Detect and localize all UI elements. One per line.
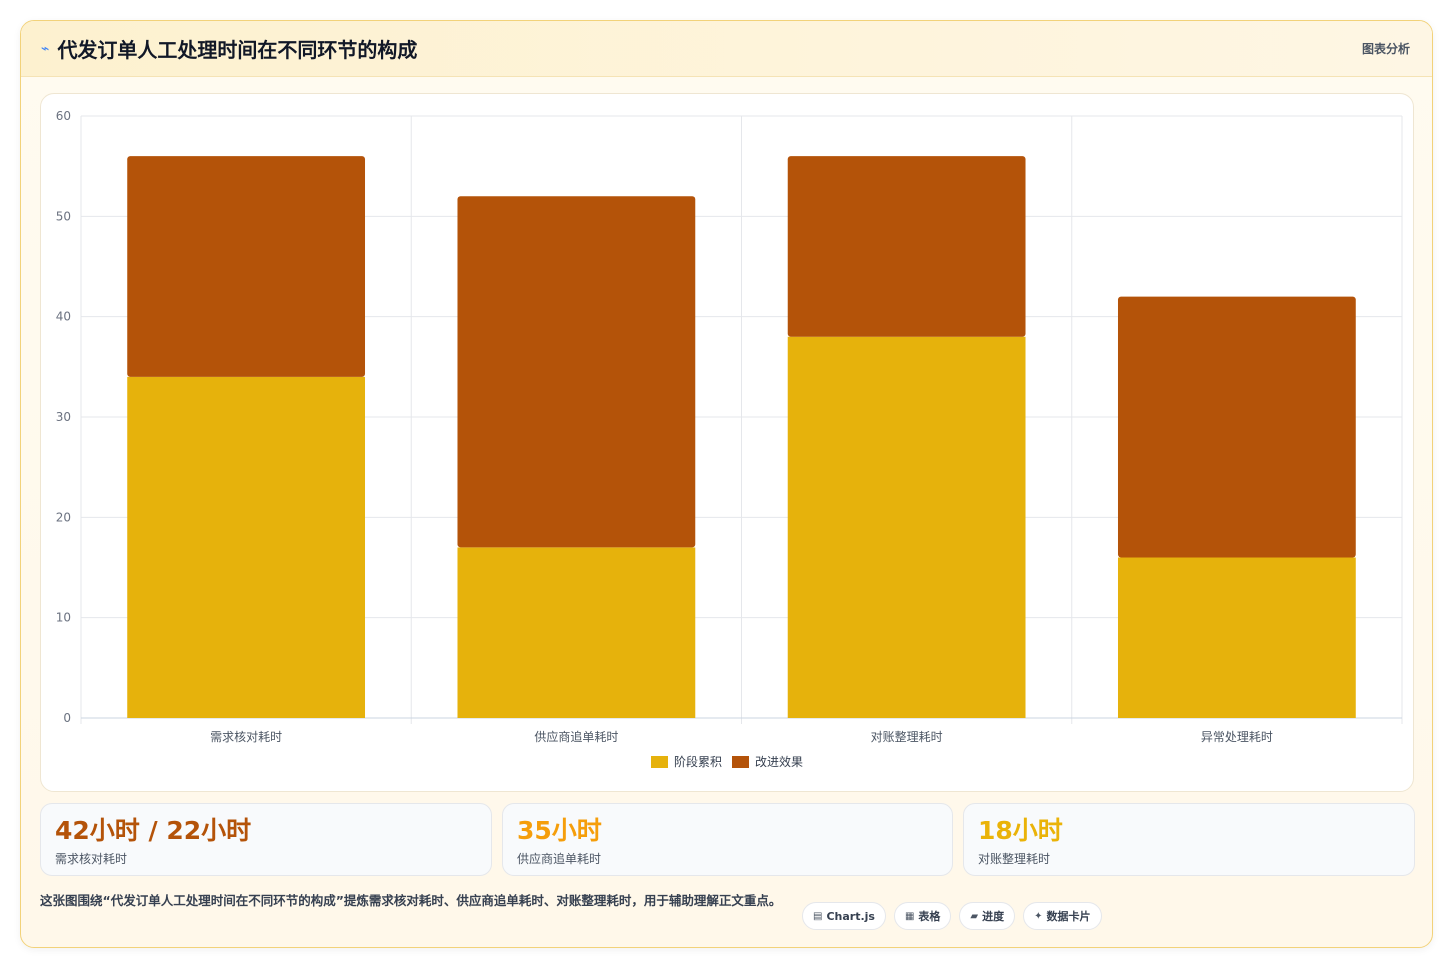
bar-segment: [127, 156, 366, 377]
bar-segment: [1117, 296, 1356, 558]
x-tick-label: 对账整理耗时: [871, 729, 943, 744]
chart-panel: ⌁ 代发订单人工处理时间在不同环节的构成 图表分析 0 10 20 30 40 50 60 需…: [20, 20, 1433, 948]
stat-label-3: 对账整理耗时: [978, 852, 1051, 866]
chip-list: ▤ Chart.js ▦ 表格 ▰ 进度 ✦ 数据卡片: [802, 902, 1102, 930]
stat-value-1: 42小时 / 22小时: [55, 816, 252, 845]
legend-label: 阶段累积: [674, 754, 722, 769]
chip-progress[interactable]: ▰ 进度: [959, 902, 1016, 930]
chip-table[interactable]: ▦ 表格: [893, 902, 952, 930]
stacked-bar-chart: 0 10 20 30 40 50 60 需求核对耗时 供应商追单耗时 对账整理耗时 异常处理耗时阶段…: [56, 109, 1403, 769]
legend-label: 改进效果: [755, 754, 803, 769]
x-tick-label: 异常处理耗时: [1201, 730, 1273, 744]
y-tick-label: 0: [63, 711, 71, 725]
table-icon: ▦: [904, 910, 915, 922]
bar-segment: [127, 376, 366, 718]
stat-label-2: 供应商追单耗时: [517, 852, 602, 866]
y-tick-label: 60: [56, 109, 71, 123]
chip-label: 数据卡片: [1046, 910, 1091, 923]
trend-icon: ⌁: [41, 40, 50, 57]
x-tick-label: 需求核对耗时: [210, 730, 282, 744]
chart-card: 0 10 20 30 40 50 60 需求核对耗时 供应商追单耗时 对账整理耗时 异常处理耗时阶段…: [40, 93, 1414, 792]
stat-value-3: 18小时: [978, 816, 1063, 845]
chart-caption: 这张图围绕“代发订单人工处理时间在不同环节的构成”提炼需求核对耗时、供应商追单耗…: [40, 893, 782, 908]
y-tick-label: 30: [56, 410, 71, 424]
bar-segment: [787, 156, 1026, 337]
stat-card-3: 18小时 对账整理耗时: [963, 803, 1415, 876]
bar-segment: [457, 547, 696, 718]
bar-segment: [1117, 557, 1356, 718]
progress-icon: ▰: [970, 910, 979, 922]
chip-chartjs[interactable]: ▤ Chart.js: [802, 902, 886, 930]
header-tag: 图表分析: [1361, 42, 1410, 56]
bar-segment: [457, 196, 696, 548]
legend-swatch: [651, 756, 668, 768]
chip-label: 进度: [982, 910, 1005, 923]
panel-header: ⌁ 代发订单人工处理时间在不同环节的构成 图表分析: [21, 21, 1432, 77]
stat-card-2: 35小时 供应商追单耗时: [502, 803, 953, 876]
x-tick-label: 供应商追单耗时: [534, 729, 618, 744]
stat-value-2: 35小时: [517, 816, 602, 845]
y-tick-label: 10: [56, 611, 71, 625]
chart-icon: ▤: [813, 910, 823, 922]
chip-data-card[interactable]: ✦ 数据卡片: [1023, 902, 1102, 930]
legend-swatch: [732, 756, 749, 768]
stat-label-1: 需求核对耗时: [55, 852, 128, 866]
y-tick-label: 20: [56, 510, 71, 524]
sparkle-icon: ✦: [1034, 910, 1043, 922]
panel-title: 代发订单人工处理时间在不同环节的构成: [57, 38, 418, 62]
y-tick-label: 40: [56, 310, 71, 324]
chip-label: Chart.js: [826, 909, 875, 923]
stat-card-1: 42小时 / 22小时 需求核对耗时: [40, 803, 492, 876]
chip-label: 表格: [918, 910, 941, 923]
bar-segment: [787, 336, 1026, 718]
y-tick-label: 50: [56, 209, 71, 223]
